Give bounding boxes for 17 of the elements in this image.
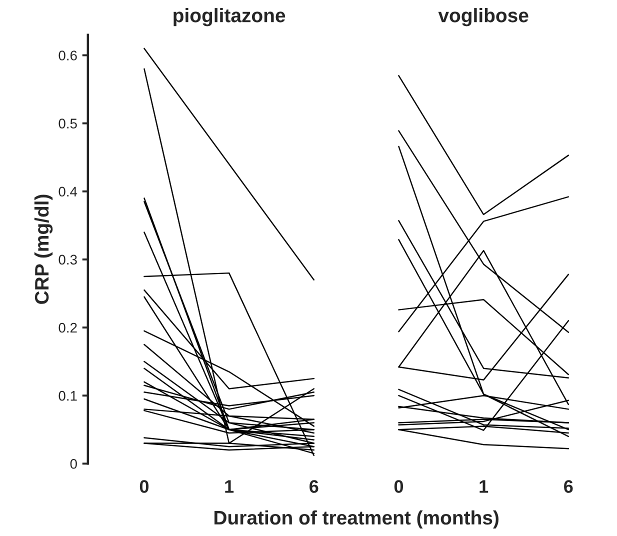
x-tick-label: 1 — [480, 480, 488, 493]
x-tick-label: 6 — [310, 480, 318, 493]
y-tick-label: 0.2 — [58, 322, 77, 333]
x-tick-label: 0 — [394, 480, 404, 493]
x-axis-title: Duration of treatment (months) — [214, 510, 498, 528]
text: voglibose — [438, 8, 528, 26]
y-tick-label: 0.5 — [58, 118, 77, 128]
text: pioglitazone — [174, 8, 286, 26]
y-tick-label: 0 — [70, 458, 77, 469]
y-tick-label: 0.4 — [58, 186, 78, 197]
y-tick-label: 0.1 — [58, 390, 77, 401]
x-tick-label: 1 — [225, 480, 234, 493]
x-tick-label: 0 — [140, 480, 149, 493]
y-axis-title: CRP (mg/dl) — [34, 194, 53, 304]
y-tick-label: 0.3 — [58, 254, 77, 265]
y-tick-label: 0.6 — [58, 50, 77, 60]
x-tick-label: 6 — [564, 480, 573, 493]
